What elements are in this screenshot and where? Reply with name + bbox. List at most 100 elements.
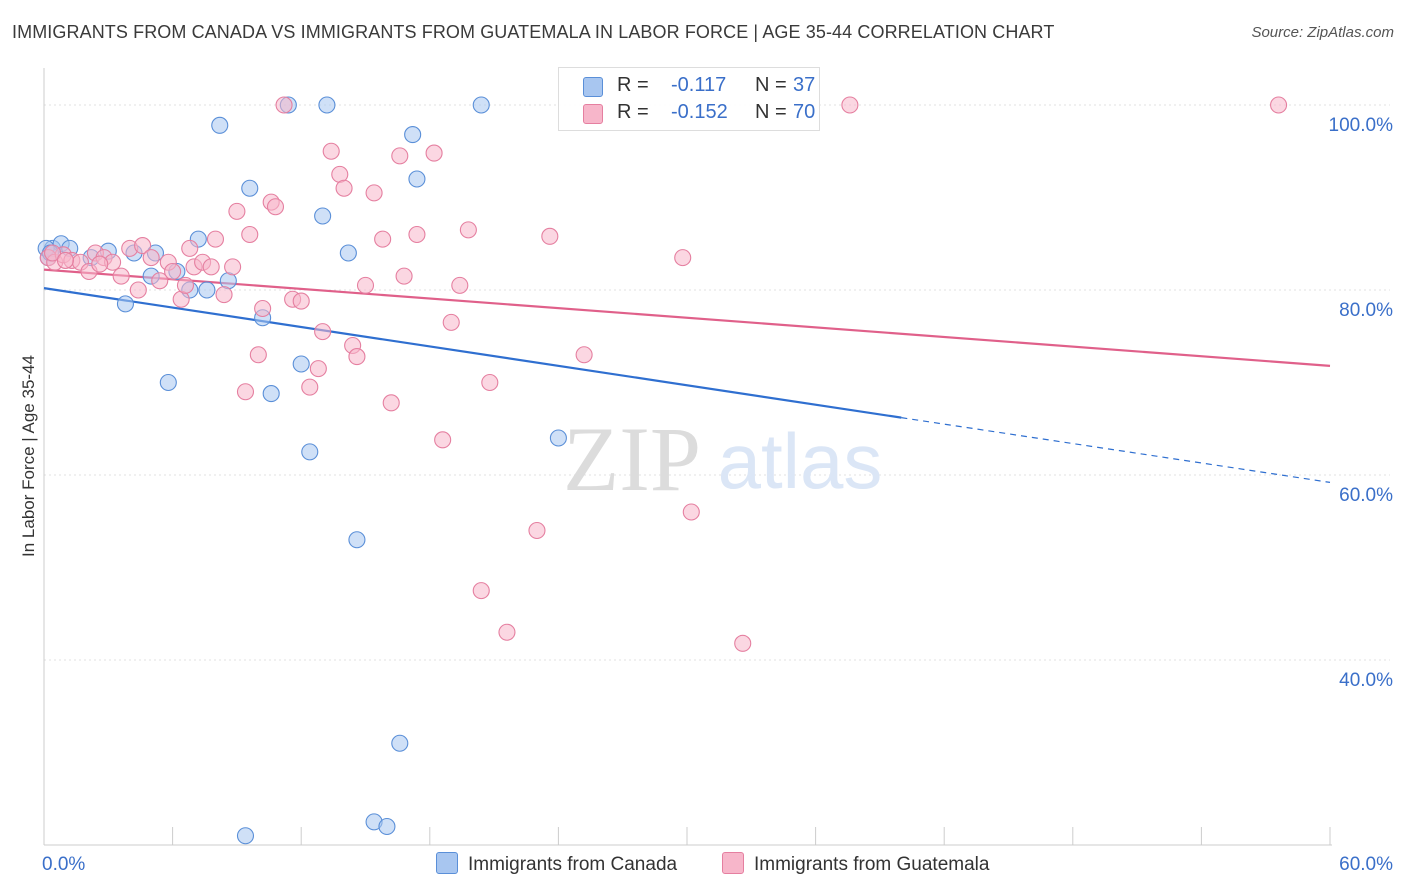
y-tick-label: 60.0% — [1339, 485, 1393, 506]
guatemala-point — [1270, 96, 1288, 114]
guatemala-swatch-icon — [583, 104, 603, 124]
guatemala-point — [236, 383, 255, 401]
chart-source: Source: ZipAtlas.com — [1251, 24, 1394, 41]
r-label: R = — [617, 101, 649, 123]
guatemala-point — [206, 230, 225, 248]
chart-title: IMMIGRANTS FROM CANADA VS IMMIGRANTS FRO… — [12, 22, 1055, 42]
guatemala-point — [365, 184, 383, 202]
guatemala-point — [275, 96, 293, 114]
guatemala-point — [541, 227, 559, 245]
canada-point — [301, 443, 319, 461]
guatemala-point — [434, 431, 452, 449]
guatemala-point — [301, 378, 319, 396]
guatemala-point — [309, 360, 327, 378]
x-tick-label: 60.0% — [1339, 854, 1393, 875]
canada-point — [241, 179, 259, 197]
canada-point — [404, 126, 422, 144]
guatemala-point — [472, 582, 490, 600]
watermark-atlas: atlas — [718, 417, 883, 505]
guatemala-point — [254, 299, 272, 318]
guatemala-point — [841, 96, 859, 114]
axis-labels: 40.0% 60.0% 80.0% 100.0% 0.0% 60.0% In Labor F… — [19, 115, 1393, 875]
guatemala-point — [176, 276, 195, 294]
y-tick-label: 80.0% — [1339, 300, 1393, 321]
guatemala-point — [451, 276, 469, 294]
guatemala-point — [266, 198, 285, 216]
guatemala-point — [391, 147, 409, 165]
canada-point — [159, 373, 177, 392]
guatemala-point — [395, 267, 413, 285]
guatemala-point — [44, 244, 62, 262]
legend-label-guatemala: Immigrants from Guatemala — [754, 854, 990, 875]
guatemala-point — [314, 323, 332, 341]
guatemala-point — [228, 202, 246, 220]
canada-point — [318, 96, 336, 114]
r-value: -0.152 — [671, 101, 728, 123]
canada-trend-line — [43, 287, 902, 419]
guatemala-point — [322, 142, 340, 160]
canada-point — [472, 96, 490, 114]
guatemala-point — [249, 346, 267, 364]
guatemala-point — [224, 258, 242, 276]
legend-label-canada: Immigrants from Canada — [468, 854, 678, 875]
canada-point — [314, 207, 332, 225]
guatemala-point — [356, 276, 375, 294]
canada-legend-swatch-icon — [436, 852, 458, 874]
guatemala-point — [241, 225, 259, 244]
guatemala-point — [292, 292, 310, 310]
n-value: 70 — [793, 101, 816, 123]
r-value: -0.117 — [671, 74, 727, 96]
data-points — [37, 96, 1288, 845]
guatemala-point — [425, 144, 443, 162]
guatemala-point — [215, 286, 233, 304]
canada-point — [116, 295, 134, 313]
canada-point — [262, 385, 280, 403]
canada-point — [391, 734, 409, 752]
guatemala-point — [459, 221, 477, 239]
n-label: N = — [755, 74, 787, 96]
guatemala-point — [202, 258, 220, 276]
guatemala-point — [181, 239, 199, 257]
canada-point — [292, 355, 310, 373]
canada-point — [348, 531, 366, 549]
guatemala-point — [734, 634, 752, 652]
guatemala-point — [442, 313, 460, 331]
y-tick-label: 100.0% — [1329, 115, 1394, 136]
guatemala-point — [134, 237, 152, 255]
guatemala-point — [56, 251, 74, 269]
guatemala-point — [528, 521, 546, 540]
y-axis-title: In Labor Force | Age 35-44 — [19, 355, 38, 557]
n-label: N = — [755, 101, 787, 123]
guatemala-point — [382, 394, 400, 412]
canada-point — [198, 281, 216, 299]
canada-point — [211, 116, 229, 134]
guatemala-point — [408, 225, 426, 244]
canada-trend-line-extension — [901, 417, 1331, 483]
stats-legend: R = -0.117 N = 37 R = -0.152 N = 70 — [558, 67, 820, 131]
canada-swatch-icon — [583, 77, 603, 97]
guatemala-point — [481, 373, 499, 392]
n-value: 37 — [793, 74, 816, 96]
y-tick-label: 40.0% — [1339, 670, 1393, 691]
canada-point — [339, 244, 357, 262]
guatemala-point — [164, 262, 182, 281]
canada-point — [378, 817, 396, 836]
guatemala-point — [151, 272, 169, 290]
trend-lines — [43, 268, 1331, 483]
watermark-zip: ZIP — [563, 408, 701, 510]
guatemala-trend-line — [43, 268, 1331, 367]
guatemala-legend-swatch-icon — [722, 852, 744, 874]
canada-point — [408, 170, 426, 188]
x-tick-label: 0.0% — [42, 854, 85, 875]
guatemala-point — [374, 230, 392, 248]
guatemala-point — [575, 346, 593, 364]
guatemala-point — [142, 249, 160, 267]
guatemala-point — [91, 255, 109, 273]
canada-point — [549, 429, 567, 447]
legend-item-canada[interactable]: Immigrants from Canada — [436, 852, 677, 876]
axes — [43, 68, 1332, 846]
guatemala-point — [129, 281, 147, 299]
legend-item-guatemala[interactable]: Immigrants from Guatemala — [722, 852, 989, 876]
guatemala-point — [112, 267, 130, 285]
